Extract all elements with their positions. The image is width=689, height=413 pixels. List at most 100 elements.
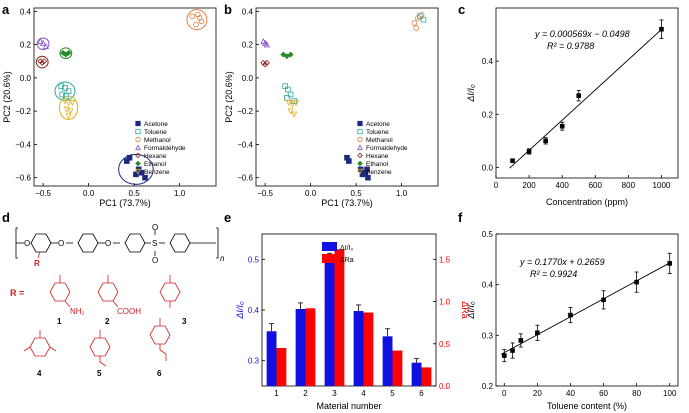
- point-methanol: [195, 11, 201, 18]
- r-bond: [37, 251, 41, 259]
- legend-label-hexane: Hexane: [144, 153, 167, 160]
- point-ethanol: [287, 51, 294, 58]
- point-methanol: [189, 13, 196, 20]
- point-toluene: [287, 91, 294, 98]
- point-benzene: [289, 101, 296, 108]
- y-tick-label: 0.4: [20, 7, 32, 16]
- data-point: [576, 93, 582, 98]
- point-toluene: [420, 16, 427, 23]
- point-toluene: [58, 83, 65, 89]
- legend-marker-toluene: [357, 128, 363, 135]
- sulfur: S: [152, 239, 157, 248]
- point-acetone: [365, 174, 371, 181]
- point-benzene: [65, 100, 72, 107]
- point-benzene: [67, 108, 74, 115]
- x-tick-label: 1: [274, 389, 279, 398]
- point-acetone: [138, 169, 145, 176]
- x-tick-label: −0.5: [257, 189, 273, 198]
- r-definition: R =: [10, 288, 24, 298]
- legend-label-methanol: Methanol: [366, 137, 393, 144]
- panel-b-frame: [255, 7, 439, 187]
- oxygen-3: O: [105, 239, 111, 248]
- point-toluene: [416, 13, 423, 20]
- x-tick-label: 1.0: [396, 189, 408, 198]
- sub4-ring: [29, 337, 51, 357]
- point-toluene: [62, 85, 68, 91]
- data-point: [559, 123, 565, 129]
- panel-c-r2: R² = 0.9788: [547, 41, 594, 51]
- point-methanol: [411, 20, 418, 26]
- point-hexane: [262, 61, 269, 68]
- legend-label-ethanol: Ethanol: [144, 161, 167, 168]
- legend-marker-methanol: [357, 136, 363, 143]
- panel-c-equation: y = 0.000569x − 0.0498: [534, 29, 630, 39]
- cluster-acetone: [118, 153, 154, 185]
- legend-label-toluene: Toluene: [144, 129, 167, 136]
- data-point: [518, 338, 524, 343]
- panel-c-frame: [495, 7, 679, 179]
- legend-label-methanol: Methanol: [144, 137, 171, 144]
- y-tick-label: −0.2: [15, 107, 31, 116]
- panel-a-chart: −0.5 0.0 0.5 1.0 −0.6 −0.4 −0.2 0.0 0.2 0.4 Aceto…: [2, 7, 217, 208]
- bar-delta-i-1: [266, 331, 277, 386]
- data-point: [659, 26, 664, 32]
- legend-label-delta-i: ΔI/I₀: [340, 245, 354, 252]
- bar-delta-ra-2: [305, 308, 316, 386]
- point-methanol: [415, 15, 421, 21]
- sub6-ring: [149, 325, 171, 345]
- legend-marker-hexane: [135, 152, 141, 159]
- point-ethanol: [60, 49, 67, 56]
- point-benzene: [291, 111, 298, 118]
- x-tick-label: 0: [494, 181, 499, 190]
- y-tick-label: −0.4: [237, 140, 253, 149]
- panel-f-frame: [495, 233, 679, 387]
- data-point: [667, 261, 673, 266]
- material-number-1: 1: [57, 317, 62, 326]
- legend-marker-benzene: [135, 168, 141, 175]
- x-tick-label: 400: [556, 181, 570, 190]
- sub5-ethyl: [99, 356, 107, 367]
- y-tick-label-right: 0.5: [439, 340, 451, 349]
- legend-marker-formaldehyde: [135, 144, 141, 151]
- data-point: [601, 297, 606, 303]
- sub2-cooh-bond: [112, 300, 119, 308]
- cluster-formaldehyde: [36, 37, 50, 51]
- bar-delta-ra-6: [421, 367, 432, 386]
- fit-line: [500, 262, 670, 355]
- legend-label-acetone: Acetone: [144, 121, 168, 128]
- panel-c-xlabel: Concentration (ppm): [546, 197, 628, 207]
- panel-e-chart: 0.3 0.4 0.5 0.0 0.5 1.0 1.5 1 2 3 4 5 6 ΔI/I₀ ΔRa Ma…: [235, 233, 470, 411]
- right-bracket: [216, 227, 219, 259]
- panel-e-xlabel: Material number: [316, 401, 381, 411]
- material-number-4: 4: [37, 369, 42, 378]
- x-tick-label: 100: [663, 389, 677, 398]
- panel-d-structures: O O O S O O R n R =: [10, 223, 225, 378]
- point-hexane: [41, 58, 47, 65]
- legend-marker-toluene: [135, 128, 141, 135]
- panel-c-chart: 0 200 400 600 800 1000 0.0 0.2 0.4 y = 0.000569x…: [466, 7, 679, 207]
- point-methanol: [193, 21, 199, 28]
- bar-delta-ra-3: [334, 249, 345, 386]
- point-formaldehyde: [263, 41, 270, 48]
- sub1-nh2-bond: [64, 300, 71, 308]
- panel-label-a: a: [2, 2, 10, 17]
- y-tick-label: 0.0: [242, 74, 254, 83]
- y-tick-label: 0.4: [482, 57, 494, 66]
- legend-label-ethanol: Ethanol: [366, 161, 389, 168]
- ring-4: [169, 233, 191, 253]
- oxygen-1: O: [24, 239, 30, 248]
- y-tick-label: 0.3: [482, 331, 494, 340]
- y-tick-label: −0.6: [15, 174, 31, 183]
- point-benzene: [69, 100, 76, 107]
- legend-label-hexane: Hexane: [366, 153, 389, 160]
- point-methanol: [198, 18, 205, 25]
- panel-e-ylabel-left: ΔI/I₀: [235, 301, 245, 320]
- panel-label-f: f: [458, 210, 463, 225]
- data-point: [535, 330, 540, 336]
- panel-e-legend: ΔI/I₀ ΔRa: [322, 242, 354, 264]
- x-tick-label: 3: [332, 389, 337, 398]
- legend-marker-formaldehyde: [357, 144, 363, 151]
- substituent-rings: [23, 275, 181, 367]
- cluster-toluene: [54, 81, 76, 101]
- legend-marker-acetone: [135, 120, 141, 127]
